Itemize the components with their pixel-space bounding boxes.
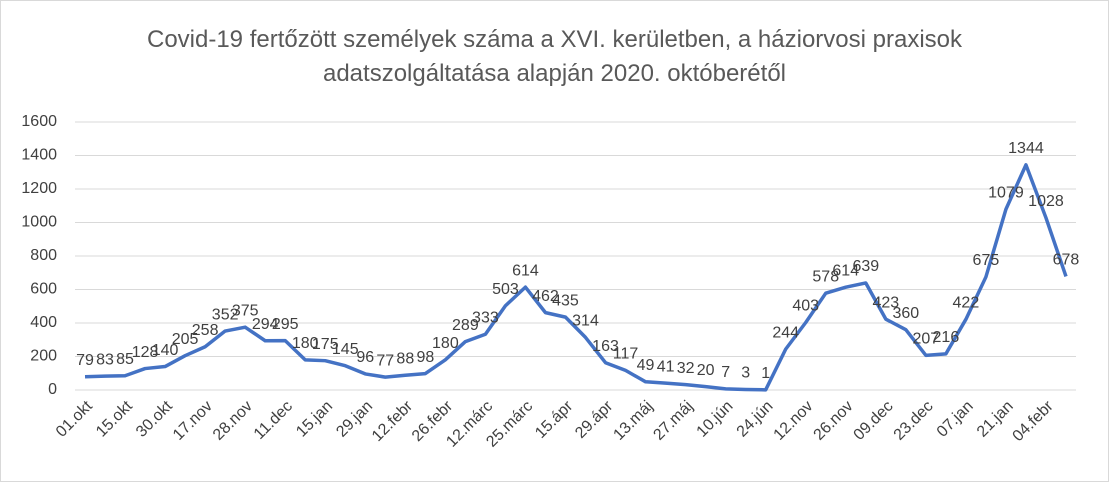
series-line [84, 163, 1068, 392]
data-label: 244 [772, 324, 799, 341]
data-label: 314 [572, 313, 599, 330]
data-label: 79 [76, 352, 94, 369]
x-tick-label: 17.nov [170, 398, 216, 444]
x-tick-label: 12.febr [369, 397, 417, 445]
data-label: 205 [172, 331, 199, 348]
data-label: 578 [812, 268, 839, 285]
data-label: 422 [953, 295, 980, 312]
y-tick-label: 1200 [21, 180, 57, 197]
y-tick-label: 200 [30, 348, 57, 365]
data-label: 117 [613, 346, 639, 363]
data-label: 295 [272, 316, 299, 333]
data-label: 128 [132, 344, 159, 361]
data-label: 1028 [1028, 193, 1064, 210]
x-tick-label: 12.nov [771, 398, 817, 444]
x-tick-label: 13.máj [610, 398, 656, 444]
data-label: 145 [332, 341, 359, 358]
data-label: 88 [396, 350, 414, 367]
data-label: 180 [292, 335, 319, 352]
data-label: 675 [973, 252, 1000, 269]
data-label: 614 [832, 262, 859, 279]
data-label: 49 [637, 357, 655, 374]
data-label: 32 [677, 360, 695, 377]
y-tick-label: 1000 [21, 214, 57, 231]
data-label: 1079 [988, 184, 1024, 201]
data-label: 333 [472, 309, 499, 326]
y-tick-label: 600 [30, 281, 57, 298]
data-label: 1 [761, 365, 770, 382]
data-label: 98 [416, 349, 434, 366]
data-label: 360 [892, 305, 919, 322]
x-tick-label: 26.nov [811, 398, 857, 444]
y-tick-label: 1600 [21, 113, 57, 130]
x-tick-label: 07.jan [934, 398, 977, 441]
x-tick-label: 15.jan [293, 398, 336, 441]
data-label: 614 [512, 262, 539, 279]
x-tick-label: 23.dec [891, 398, 937, 444]
data-label: 639 [852, 258, 879, 275]
x-tick-label: 01.okt [53, 397, 96, 440]
data-label: 258 [192, 322, 219, 339]
x-tick-label: 11.dec [251, 398, 296, 443]
data-label: 503 [492, 281, 519, 298]
data-label: 7 [721, 364, 730, 381]
data-label: 435 [552, 292, 579, 309]
data-label: 20 [697, 362, 715, 379]
y-tick-label: 1400 [21, 147, 57, 164]
x-tick-label: 28.nov [210, 398, 256, 444]
data-label: 423 [872, 294, 899, 311]
x-tick-label: 27.máj [650, 398, 696, 444]
data-label: 289 [452, 317, 479, 334]
data-label: 352 [212, 306, 239, 323]
data-label: 85 [116, 351, 134, 368]
data-label: 41 [657, 358, 675, 375]
y-tick-label: 800 [30, 247, 57, 264]
data-label: 83 [96, 351, 114, 368]
data-label: 294 [252, 316, 279, 333]
data-label: 163 [592, 338, 619, 355]
data-label: 1344 [1008, 140, 1044, 157]
data-label: 96 [356, 349, 374, 366]
x-tick-label: 29.ápr [572, 397, 617, 442]
data-label: 140 [152, 342, 179, 359]
data-label: 207 [912, 331, 939, 348]
x-tick-label: 15.okt [93, 397, 136, 440]
data-label: 375 [232, 302, 259, 319]
data-label: 216 [933, 329, 960, 346]
data-label: 3 [741, 365, 750, 382]
data-label: 77 [376, 352, 394, 369]
data-label: 403 [792, 298, 819, 315]
y-tick-label: 0 [48, 381, 57, 398]
data-label: 180 [432, 335, 459, 352]
x-tick-label: 24.jún [734, 398, 777, 441]
data-label: 175 [312, 336, 339, 353]
x-tick-label: 10.jún [694, 398, 737, 441]
data-label: 678 [1053, 252, 1080, 269]
data-label: 462 [532, 288, 559, 305]
x-tick-label: 15.ápr [532, 397, 577, 442]
x-tick-label: 04.febr [1010, 397, 1058, 445]
x-tick-label: 30.okt [133, 397, 176, 440]
y-tick-label: 400 [30, 314, 57, 331]
x-tick-label: 09.dec [851, 398, 897, 444]
chart-title: Covid-19 fertőzött személyek száma a XVI… [146, 26, 963, 87]
